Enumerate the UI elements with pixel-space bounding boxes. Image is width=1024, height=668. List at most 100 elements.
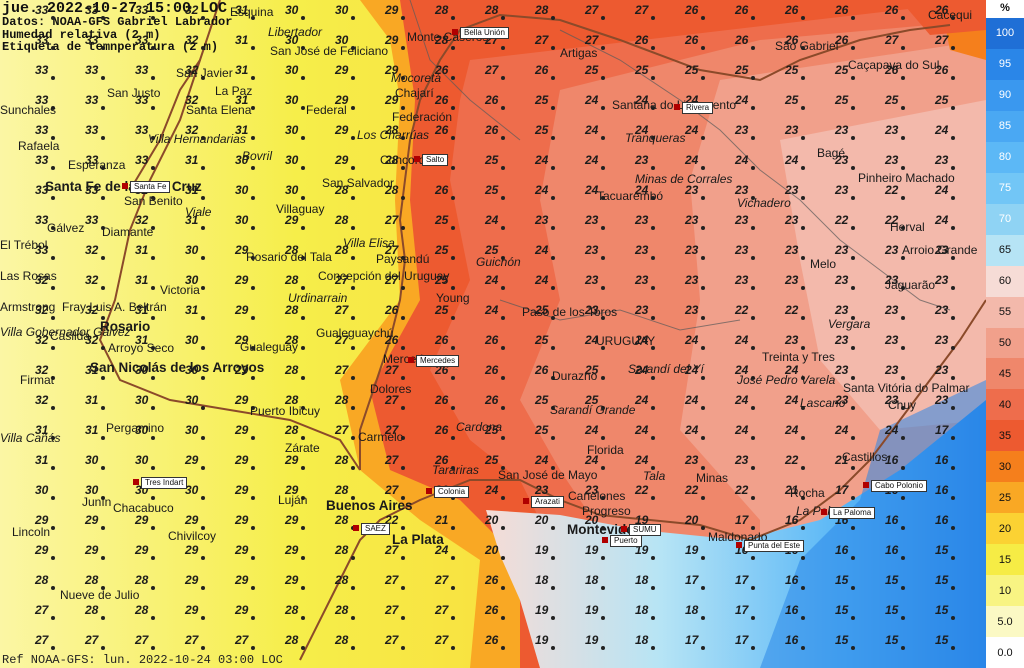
temperature-value: 28 [335,393,349,407]
temperature-value: 25 [535,423,549,437]
place-label: Arroyo Seco [108,341,175,355]
grid-point [501,46,505,50]
temperature-value: 28 [285,423,299,437]
grid-point [651,616,655,620]
grid-point [851,286,855,290]
temperature-value: 23 [585,483,599,497]
grid-point [101,16,105,20]
place-label: Sunchales [0,103,57,117]
grid-point [251,76,255,80]
grid-point [851,406,855,410]
temperature-value: 28 [285,603,299,617]
grid-point [801,646,805,650]
grid-point [651,286,655,290]
grid-point [351,166,355,170]
grid-point [301,316,305,320]
grid-point [51,406,55,410]
grid-point [951,466,955,470]
temperature-value: 28 [335,543,349,557]
temperature-value: 27 [335,273,349,287]
grid-point [101,616,105,620]
place-label: Libertador [268,25,323,39]
temperature-value: 29 [285,573,299,587]
temperature-value: 27 [385,243,399,257]
grid-point [901,436,905,440]
temperature-value: 23 [785,123,799,137]
temperature-value: 25 [535,123,549,137]
temperature-value: 26 [685,33,699,47]
grid-point [801,466,805,470]
grid-point [751,406,755,410]
temperature-value: 27 [335,423,349,437]
temperature-value: 29 [385,93,399,107]
temperature-value: 15 [935,633,949,647]
station-label: SAEZ [361,523,390,535]
legend-cell-50: 50 [986,327,1024,359]
temperature-value: 30 [85,453,99,467]
temperature-value: 24 [535,453,549,467]
humidity-map[interactable]: jue. 2022-10-27 15:00 LOC Datos: NOAA-GF… [0,0,986,668]
temperature-value: 22 [635,483,649,497]
temperature-value: 26 [435,393,449,407]
grid-point [351,106,355,110]
temperature-value: 26 [435,423,449,437]
temperature-value: 23 [835,153,849,167]
grid-point [451,436,455,440]
reference-run: Ref NOAA-GFS: lun. 2022-10-24 03:00 LOC [2,653,283,667]
grid-point [351,226,355,230]
grid-point [451,46,455,50]
temperature-value: 24 [485,303,499,317]
temperature-value: 29 [335,153,349,167]
grid-point [51,616,55,620]
grid-point [151,496,155,500]
temperature-value: 26 [485,93,499,107]
grid-point [351,406,355,410]
place-label: Gualeguay [240,340,299,354]
grid-point [801,376,805,380]
temperature-value: 32 [185,123,199,137]
place-label: Herval [890,220,925,234]
grid-point [601,346,605,350]
place-label: Tarariras [432,463,479,477]
legend-cell-0.0: 0.0 [986,637,1024,668]
temperature-value: 25 [535,93,549,107]
grid-point [151,556,155,560]
place-label: Lascano [800,396,846,410]
temperature-value: 15 [885,633,899,647]
temperature-value: 28 [285,243,299,257]
temperature-value: 27 [385,633,399,647]
grid-point [401,256,405,260]
temperature-value: 29 [235,393,249,407]
temperature-value: 26 [535,63,549,77]
grid-point [51,316,55,320]
place-label: Zárate [285,441,320,455]
grid-point [701,346,705,350]
temperature-value: 23 [735,243,749,257]
grid-point [801,406,805,410]
grid-point [101,346,105,350]
grid-point [951,196,955,200]
temperature-value: 23 [835,243,849,257]
grid-point [601,436,605,440]
temperature-value: 16 [885,543,899,557]
place-label: Progreso [582,504,631,518]
temperature-value: 31 [135,333,149,347]
grid-point [301,556,305,560]
temperature-value: 15 [835,573,849,587]
grid-point [801,46,805,50]
temperature-value: 24 [485,213,499,227]
temperature-value: 32 [185,63,199,77]
grid-point [901,16,905,20]
legend-cell-60: 60 [986,265,1024,297]
temperature-value: 28 [385,153,399,167]
grid-point [651,346,655,350]
place-label: Pinheiro Machado [858,171,955,185]
grid-point [951,496,955,500]
grid-point [651,106,655,110]
legend-cell-90: 90 [986,79,1024,111]
temperature-value: 24 [485,273,499,287]
grid-point [701,196,705,200]
temperature-value: 23 [785,213,799,227]
temperature-value: 23 [835,303,849,317]
grid-point [551,556,555,560]
